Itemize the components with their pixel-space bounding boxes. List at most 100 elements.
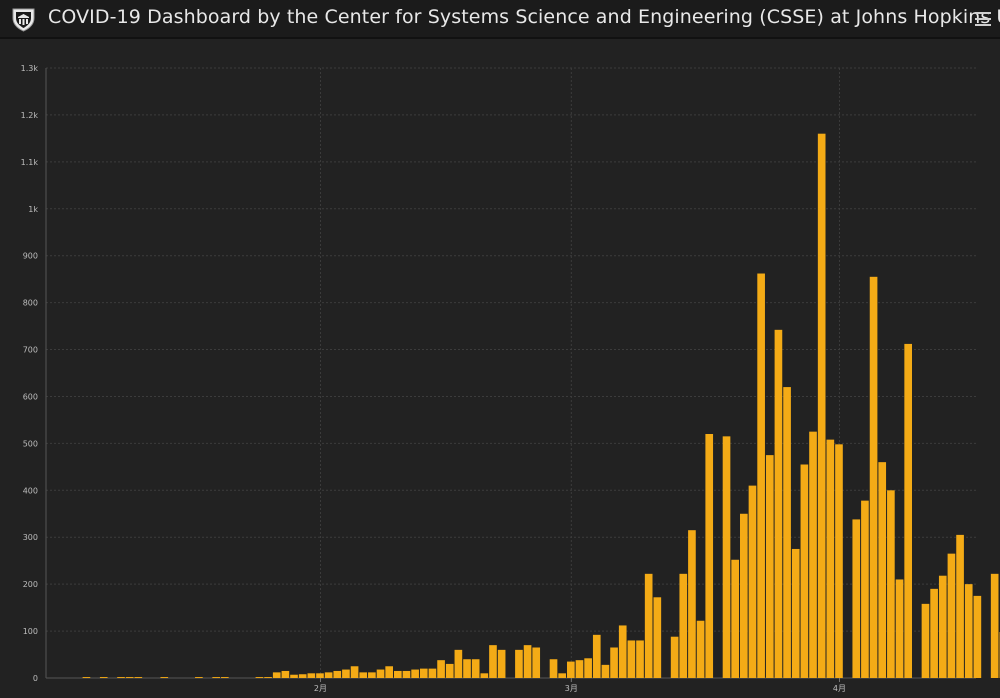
daily-bar[interactable] bbox=[688, 530, 696, 678]
daily-bar[interactable] bbox=[904, 343, 912, 678]
y-axis-ticks: 0 100 200 300 400 500 600 700 800 900 1k 1.1k 1.2k 1.… bbox=[21, 64, 39, 683]
daily-bar[interactable] bbox=[930, 588, 938, 678]
daily-bar[interactable] bbox=[471, 659, 480, 678]
daily-bar[interactable] bbox=[852, 519, 861, 678]
daily-bar[interactable] bbox=[515, 649, 523, 678]
daily-bar[interactable] bbox=[670, 636, 679, 678]
daily-bar[interactable] bbox=[134, 677, 143, 678]
daily-bar[interactable] bbox=[627, 640, 636, 678]
daily-bar[interactable] bbox=[437, 660, 445, 678]
daily-bar[interactable] bbox=[696, 620, 705, 678]
daily-cases-bar-chart: 0 100 200 300 400 500 600 700 800 900 1k 1.1k 1.2k 1.… bbox=[21, 64, 1000, 693]
daily-bar[interactable] bbox=[99, 677, 108, 678]
daily-bar[interactable] bbox=[887, 490, 895, 678]
daily-bar[interactable] bbox=[402, 670, 411, 678]
daily-bar[interactable] bbox=[765, 455, 774, 678]
daily-bar[interactable] bbox=[480, 673, 489, 678]
daily-bar[interactable] bbox=[394, 670, 402, 678]
daily-bar[interactable] bbox=[973, 595, 982, 678]
daily-bar[interactable] bbox=[861, 500, 869, 678]
daily-bar[interactable] bbox=[817, 133, 826, 678]
daily-bar[interactable] bbox=[195, 677, 203, 678]
daily-bar[interactable] bbox=[644, 573, 653, 678]
daily-bar[interactable] bbox=[82, 677, 91, 678]
daily-bar[interactable] bbox=[947, 553, 956, 678]
daily-bar[interactable] bbox=[592, 634, 601, 678]
daily-bar[interactable] bbox=[445, 663, 454, 678]
daily-bar[interactable] bbox=[938, 575, 947, 678]
daily-bar[interactable] bbox=[584, 658, 592, 678]
daily-bar[interactable] bbox=[549, 659, 558, 678]
daily-bar[interactable] bbox=[740, 513, 748, 678]
daily-bar[interactable] bbox=[221, 677, 229, 678]
daily-bar[interactable] bbox=[774, 329, 783, 678]
x-tick-label: 4月 bbox=[833, 684, 846, 693]
daily-bar[interactable] bbox=[255, 677, 264, 678]
daily-bar[interactable] bbox=[791, 548, 800, 678]
daily-bar[interactable] bbox=[463, 659, 471, 678]
daily-bar[interactable] bbox=[618, 625, 627, 678]
daily-bar[interactable] bbox=[757, 273, 765, 678]
daily-bar[interactable] bbox=[990, 573, 999, 678]
daily-bar[interactable] bbox=[290, 674, 298, 678]
daily-bar[interactable] bbox=[385, 666, 393, 678]
daily-bar[interactable] bbox=[125, 677, 134, 678]
daily-bar[interactable] bbox=[307, 673, 316, 678]
daily-bar[interactable] bbox=[722, 436, 731, 678]
daily-bar[interactable] bbox=[281, 670, 290, 678]
jhu-shield-icon[interactable] bbox=[10, 5, 37, 32]
daily-bar[interactable] bbox=[368, 672, 376, 678]
daily-bar[interactable] bbox=[956, 534, 964, 678]
daily-bar[interactable] bbox=[895, 579, 904, 678]
hamburger-menu-icon[interactable] bbox=[972, 8, 994, 30]
daily-bar[interactable] bbox=[117, 677, 125, 678]
daily-bar[interactable] bbox=[264, 677, 272, 678]
daily-bar[interactable] bbox=[523, 645, 532, 678]
daily-bar[interactable] bbox=[783, 387, 791, 678]
daily-bar[interactable] bbox=[324, 672, 333, 678]
daily-bar[interactable] bbox=[921, 603, 930, 678]
daily-bar[interactable] bbox=[610, 647, 618, 679]
daily-bar[interactable] bbox=[636, 640, 644, 678]
daily-bar[interactable] bbox=[826, 439, 835, 678]
daily-bar[interactable] bbox=[428, 668, 437, 678]
daily-bar[interactable] bbox=[835, 444, 843, 678]
daily-bar[interactable] bbox=[800, 464, 809, 679]
daily-bar[interactable] bbox=[731, 559, 739, 678]
daily-bar[interactable] bbox=[419, 668, 428, 678]
daily-bar[interactable] bbox=[411, 669, 419, 678]
daily-bar[interactable] bbox=[878, 462, 887, 678]
daily-bar[interactable] bbox=[160, 677, 169, 678]
daily-bar[interactable] bbox=[558, 673, 566, 678]
daily-bar[interactable] bbox=[376, 669, 385, 678]
daily-bar[interactable] bbox=[342, 669, 350, 678]
daily-bar[interactable] bbox=[679, 573, 688, 678]
daily-bar[interactable] bbox=[316, 673, 324, 678]
daily-bar[interactable] bbox=[575, 660, 584, 678]
daily-bar[interactable] bbox=[748, 485, 757, 678]
daily-bar[interactable] bbox=[350, 666, 359, 678]
daily-bar[interactable] bbox=[497, 649, 506, 678]
daily-bar[interactable] bbox=[212, 677, 220, 678]
daily-bar[interactable] bbox=[333, 670, 342, 678]
chart-grid bbox=[45, 67, 976, 679]
x-axis-ticks: 2月 3月 4月 bbox=[314, 678, 846, 693]
chart-bars bbox=[82, 133, 1000, 679]
daily-bar[interactable] bbox=[359, 672, 368, 678]
daily-bar[interactable] bbox=[298, 674, 307, 678]
daily-bar[interactable] bbox=[272, 672, 281, 678]
daily-bar[interactable] bbox=[869, 276, 878, 678]
x-tick-label: 3月 bbox=[565, 684, 578, 693]
daily-bar[interactable] bbox=[601, 664, 610, 678]
daily-bar[interactable] bbox=[653, 597, 662, 678]
daily-bar[interactable] bbox=[489, 645, 497, 678]
daily-bar[interactable] bbox=[567, 661, 575, 678]
y-tick-label: 400 bbox=[23, 486, 38, 495]
daily-bar[interactable] bbox=[809, 431, 817, 678]
x-tick-label: 2月 bbox=[314, 684, 327, 693]
daily-bar[interactable] bbox=[964, 584, 973, 678]
daily-bar[interactable] bbox=[705, 434, 714, 678]
daily-bar[interactable] bbox=[532, 647, 541, 679]
y-tick-label: 1.3k bbox=[21, 64, 39, 73]
daily-bar[interactable] bbox=[454, 649, 463, 678]
